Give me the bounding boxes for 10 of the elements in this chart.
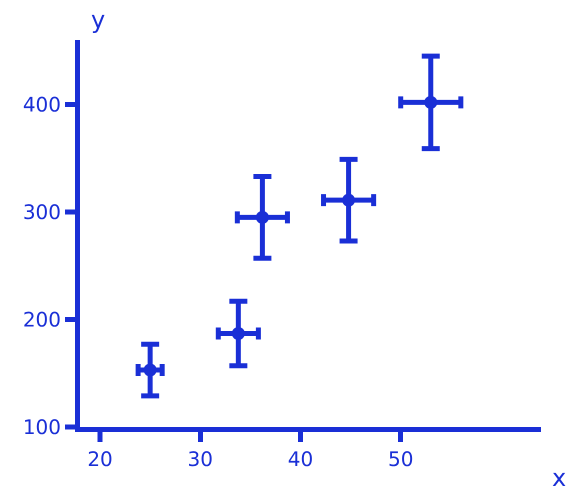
x-tick-label: 40 (288, 447, 314, 471)
y-tick-label: 400 (22, 92, 61, 116)
x-tick-label: 30 (188, 447, 213, 471)
x-tick-label: 20 (87, 447, 113, 471)
y-tick-label: 200 (22, 308, 61, 332)
y-axis-title: y (91, 6, 106, 34)
y-tick-label: 300 (22, 200, 61, 224)
x-axis-title: x (552, 464, 566, 492)
y-tick-label: 100 (22, 415, 61, 439)
x-tick-label: 50 (388, 447, 414, 471)
